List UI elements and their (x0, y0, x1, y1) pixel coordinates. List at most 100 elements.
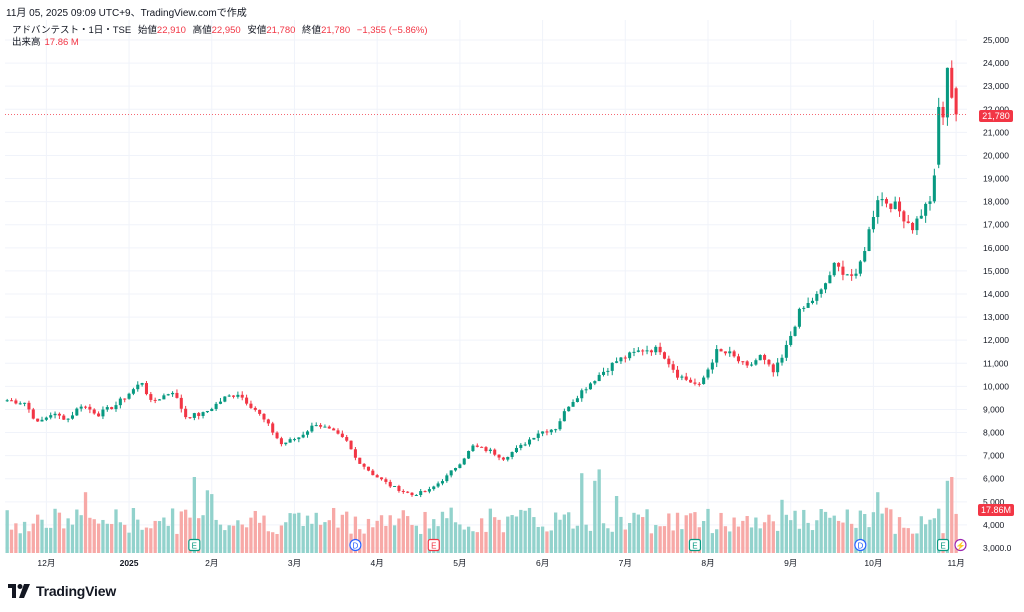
candle-body (119, 399, 122, 406)
volume-bar (132, 508, 135, 553)
tradingview-logo[interactable]: TradingView (8, 583, 116, 599)
candle-body (27, 403, 30, 410)
candle-body (868, 229, 871, 251)
candle-body (84, 407, 87, 408)
volume-bar (106, 524, 109, 553)
candle-body (54, 414, 57, 415)
volume-bar (288, 513, 291, 553)
volume-bar (754, 518, 757, 553)
time-tick-label: 4月 (371, 558, 384, 568)
candle-body (572, 402, 575, 407)
candle-body (389, 482, 392, 487)
candle-body (249, 404, 252, 408)
volume-bar (815, 520, 818, 553)
candlesticks (6, 60, 958, 497)
volume-bar (820, 509, 823, 553)
candle-body (393, 486, 396, 487)
candle-body (332, 428, 335, 430)
volume-bar (145, 528, 148, 553)
low-label: 安値 (247, 25, 266, 36)
candle-body (680, 377, 683, 378)
candle-body (188, 417, 191, 418)
volume-bar (776, 531, 779, 553)
candle-body (23, 403, 26, 404)
volume-bar (702, 521, 705, 553)
volume-bar (750, 527, 753, 553)
candle-body (175, 393, 178, 398)
candle-body (206, 411, 209, 412)
candle-body (693, 382, 696, 383)
volume-bar (763, 522, 766, 553)
candle-body (319, 425, 322, 427)
volume-bar (706, 509, 709, 553)
candle-body (676, 370, 679, 378)
volume-bar (902, 528, 905, 553)
candle-body (672, 364, 675, 370)
volume-bar (80, 515, 83, 553)
candle-body (363, 464, 366, 467)
volume-bar (676, 513, 679, 553)
volume-bar (632, 513, 635, 553)
last-price-tag: 21,780 (979, 110, 1013, 122)
volume-bar (867, 527, 870, 553)
candle-body (293, 439, 296, 440)
candle-body (646, 350, 649, 351)
event-marker-label: E (940, 542, 945, 551)
volume-bar (402, 510, 405, 553)
candle-body (759, 355, 762, 360)
candle-body (619, 358, 622, 362)
timestamp: 11月 05, 2025 09:09 UTC+9、TradingView.com… (6, 4, 247, 19)
volume-bar (933, 518, 936, 553)
candle-body (410, 493, 413, 495)
volume-bar (84, 492, 87, 553)
candle-body (955, 88, 958, 114)
candle-body (345, 437, 348, 441)
price-tick-label: 15,000 (983, 266, 1009, 276)
price-chart[interactable]: 25,00024,00023,00022,00021,00020,00019,0… (0, 0, 1024, 612)
price-tick-label: 19,000 (983, 174, 1009, 184)
volume-bar (606, 528, 609, 553)
volume-bar (846, 509, 849, 553)
candle-body (132, 389, 135, 394)
candle-body (58, 414, 61, 416)
time-tick-label: 11月 (947, 558, 964, 568)
volume-bar (541, 527, 544, 553)
volume-bar (88, 518, 91, 553)
candle-body (380, 477, 383, 479)
volume-bar (471, 531, 474, 553)
volume-bar (315, 513, 318, 553)
volume-bar (27, 531, 30, 553)
volume-tag: 17.86M (978, 504, 1014, 516)
candle-body (741, 361, 744, 362)
candle-body (841, 267, 844, 275)
volume-bar (376, 521, 379, 553)
open-value: 22,910 (157, 25, 186, 36)
volume-bar (828, 518, 831, 553)
candle-body (276, 433, 279, 439)
volume-bar (463, 530, 466, 553)
volume-bar (576, 526, 579, 553)
volume-bar (737, 527, 740, 553)
candle-body (467, 451, 470, 459)
candle-body (184, 409, 187, 417)
volume-bar (362, 534, 365, 553)
event-marker-label: E (431, 542, 436, 551)
volume-bar (245, 527, 248, 553)
price-tick-label: 24,000 (983, 58, 1009, 68)
volume-bar (210, 494, 213, 553)
candle-body (210, 409, 213, 411)
volume-bar (328, 520, 331, 553)
volume-bar (371, 527, 374, 553)
candle-body (828, 275, 831, 283)
candle-body (336, 430, 339, 433)
volume-bar (201, 515, 204, 553)
candle-body (946, 68, 949, 118)
event-marker-label: D (353, 542, 359, 551)
volume-bar (615, 496, 618, 553)
price-tick-label: 11,000 (983, 358, 1009, 368)
price-tick-label: 3,000.0 (983, 543, 1012, 553)
volume-bar (645, 509, 648, 553)
volume-bar (336, 528, 339, 553)
volume-bar (563, 515, 566, 553)
candle-body (236, 395, 239, 397)
